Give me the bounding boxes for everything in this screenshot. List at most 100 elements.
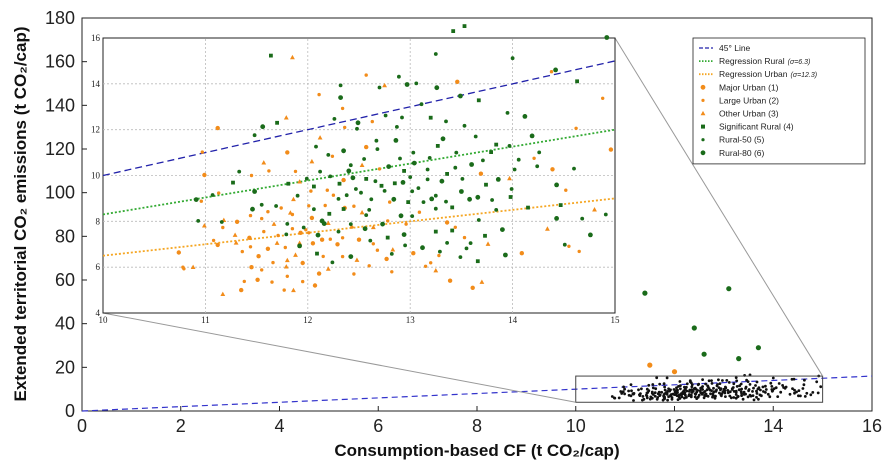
inset-rural-point [469,162,474,167]
inset-urban-point [267,169,271,173]
inset-rural-point [416,186,421,191]
inset-urban-point [340,254,345,259]
inset-rural-point [250,206,255,212]
inset-rural-point [274,204,278,208]
inset-urban-point [266,210,270,214]
main-scatter-point [741,397,745,401]
inset-rural-point [400,180,406,185]
inset-rural-point [476,218,481,222]
inset-urban-point [271,260,275,265]
inset-rural-point [408,175,413,180]
inset-rural-point [433,206,438,211]
inset-rural-point [490,198,494,202]
main-scatter-point [764,384,767,388]
inset-rural-point [509,187,514,191]
inset-urban-point [270,280,274,284]
inset-urban-point [298,230,303,235]
inset-urban-point [574,126,578,130]
main-scatter-point [687,390,691,393]
inset-urban-point [297,240,303,245]
main-scatter-point [740,387,743,391]
inset-rural-point [462,123,467,128]
inset-rural-point [379,183,384,188]
inset-urban-point [221,225,225,230]
y-tick-label: 100 [45,183,75,203]
inset-rural-point [315,251,319,256]
main-scatter-point [726,391,730,395]
main-scatter-point [713,396,717,400]
inset-urban-point [316,271,322,276]
inset-rural-point [374,138,379,143]
main-scatter-point [718,382,722,385]
inset-rural-point [438,249,442,254]
inset-urban-point [370,119,374,124]
main-scatter-point [699,386,703,390]
main-outlier-point [691,325,697,331]
main-scatter-point [735,379,739,383]
inset-rural-point [444,119,448,124]
inset-urban-point [181,265,185,269]
main-scatter-point [770,388,774,391]
inset-rural-point [435,144,440,148]
main-scatter-point [651,383,655,386]
inset-rural-point [312,207,316,212]
main-scatter-point [623,387,626,391]
x-tick-label: 0 [77,416,87,436]
inset-rural-point [505,111,510,115]
main-scatter-point [805,391,809,395]
inset-rural-point [604,35,610,40]
inset-urban-point [279,206,283,210]
inset-rural-point [318,169,322,174]
main-scatter-point [658,394,662,397]
x-axis-label: Consumption-based CF (t CO₂/cap) [334,441,619,460]
inset-urban-point [549,70,554,74]
inset-rural-point [537,150,542,155]
main-scatter-point [748,393,752,397]
legend: 45° Line Regression Rural (σ=6.3) Regressio… [692,37,866,165]
main-scatter-point [768,395,772,399]
inset-rural-point [468,241,473,246]
inset-rural-point [355,120,361,126]
inset-urban-point [462,235,467,240]
inset-rural-point [338,95,343,100]
main-scatter-point [665,376,669,380]
legend-sigma: (σ=12.3) [791,72,818,79]
main-scatter-point [781,384,784,387]
main-scatter-point [697,382,701,386]
inset-rural-point [304,176,309,181]
main-scatter-point [769,381,773,385]
main-scatter-point [662,382,666,386]
inset-rural-point [464,246,469,251]
main-scatter-point [742,390,746,394]
y-tick-label: 140 [45,95,75,115]
inset-rural-point [338,83,343,88]
inset-y-tick-label: 4 [96,308,101,318]
inset-rural-point [369,197,374,202]
main-scatter-point [761,385,765,389]
main-scatter-point [669,388,672,392]
main-scatter-point [685,382,689,386]
main-scatter-point [793,391,796,395]
main-scatter-point [701,378,704,381]
inset-rural-point [419,102,424,107]
inset-urban-point [364,73,368,77]
main-scatter-point [793,388,796,392]
inset-urban-point [370,224,376,230]
main-scatter-point [732,390,736,393]
inset-urban-point [417,210,422,214]
inset-rural-point [475,259,480,264]
inset-rural-point [355,126,359,131]
main-scatter-point [803,378,806,382]
inset-urban-point [371,242,375,246]
main-scatter-point [752,386,755,390]
inset-rural-point [377,85,382,90]
inset-urban-point [325,188,329,192]
inset-urban-point [331,193,336,197]
main-scatter-point [683,385,686,389]
main-scatter-point [666,398,669,402]
main-scatter-point [784,385,788,389]
inset-rural-point [445,241,449,245]
main-scatter-point [692,387,696,391]
main-scatter-point [746,395,750,399]
